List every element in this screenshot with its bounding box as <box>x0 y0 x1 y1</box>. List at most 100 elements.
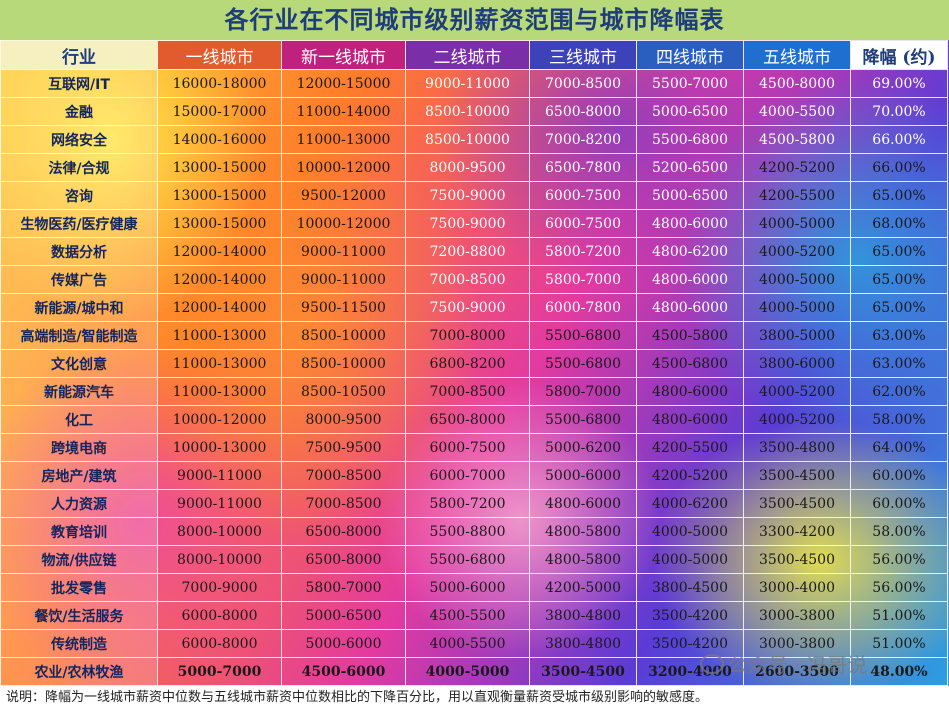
salary-cell: 3500-4500 <box>743 461 851 490</box>
industry-cell: 餐饮/生活服务 <box>0 601 158 630</box>
salary-cell: 4000-6200 <box>636 489 744 518</box>
salary-cell: 9000-11000 <box>281 265 406 294</box>
salary-cell: 12000-14000 <box>157 237 282 266</box>
table-row: 生物医药/医疗健康 13000-15000 10000-12000 7500-9000… <box>0 209 948 238</box>
salary-cell: 8500-10000 <box>405 125 530 154</box>
salary-cell: 10000-13000 <box>157 433 282 462</box>
salary-cell: 6000-8000 <box>157 629 282 658</box>
page-title: 各行业在不同城市级别薪资范围与城市降幅表 <box>0 0 949 40</box>
column-header: 降幅 (约) <box>850 40 948 70</box>
decline-cell: 64.00% <box>850 433 948 462</box>
salary-cell: 4800-5800 <box>529 545 637 574</box>
decline-cell: 51.00% <box>850 629 948 658</box>
salary-cell: 3500-4500 <box>743 489 851 518</box>
industry-cell: 传媒广告 <box>0 265 158 294</box>
salary-cell: 5000-6000 <box>281 629 406 658</box>
industry-cell: 新能源汽车 <box>0 377 158 406</box>
salary-cell: 4800-6000 <box>636 377 744 406</box>
salary-cell: 6000-8000 <box>157 601 282 630</box>
salary-cell: 6500-8000 <box>281 517 406 546</box>
salary-cell: 4500-6800 <box>636 349 744 378</box>
table-row: 文化创意 11000-13000 8500-10000 6800-8200 5500-6… <box>0 349 948 378</box>
table-row: 物流/供应链 8000-10000 6500-8000 5500-6800 4800-5… <box>0 545 948 574</box>
salary-cell: 8500-10000 <box>281 321 406 350</box>
industry-cell: 批发零售 <box>0 573 158 602</box>
salary-cell: 3800-4800 <box>529 601 637 630</box>
decline-cell: 70.00% <box>850 97 948 126</box>
salary-cell: 8500-10500 <box>281 377 406 406</box>
wechat-icon <box>700 654 724 674</box>
salary-cell: 4000-5000 <box>743 265 851 294</box>
salary-cell: 4500-5800 <box>743 125 851 154</box>
column-header: 二线城市 <box>405 40 530 70</box>
salary-cell: 4000-5200 <box>743 237 851 266</box>
salary-cell: 4000-5000 <box>405 657 530 686</box>
salary-cell: 6500-8000 <box>529 97 637 126</box>
salary-cell: 5800-7000 <box>529 265 637 294</box>
salary-cell: 4000-5200 <box>743 377 851 406</box>
salary-cell: 3000-4000 <box>743 573 851 602</box>
decline-cell: 65.00% <box>850 265 948 294</box>
salary-cell: 13000-15000 <box>157 181 282 210</box>
industry-cell: 跨境电商 <box>0 433 158 462</box>
salary-cell: 5500-6800 <box>636 125 744 154</box>
salary-cell: 4500-5500 <box>405 601 530 630</box>
salary-cell: 8500-10000 <box>405 97 530 126</box>
salary-cell: 9000-11000 <box>281 237 406 266</box>
table-row: 房地产/建筑 9000-11000 7000-8500 6000-7000 5000-6… <box>0 461 948 490</box>
salary-cell: 11000-13000 <box>157 321 282 350</box>
salary-cell: 4000-5000 <box>743 293 851 322</box>
salary-cell: 4200-5500 <box>743 181 851 210</box>
decline-cell: 62.00% <box>850 377 948 406</box>
salary-cell: 5200-6500 <box>636 153 744 182</box>
salary-cell: 3000-3800 <box>743 601 851 630</box>
salary-cell: 5000-6500 <box>636 97 744 126</box>
salary-cell: 4500-5800 <box>636 321 744 350</box>
table-row: 传统制造 6000-8000 5000-6000 4000-5500 3800-4800… <box>0 629 948 658</box>
salary-cell: 5800-7000 <box>529 377 637 406</box>
decline-cell: 65.00% <box>850 181 948 210</box>
salary-cell: 8000-9500 <box>281 405 406 434</box>
salary-cell: 9500-12000 <box>281 181 406 210</box>
salary-cell: 4800-6000 <box>636 405 744 434</box>
salary-cell: 4800-6000 <box>529 489 637 518</box>
industry-cell: 互联网/IT <box>0 69 158 98</box>
salary-cell: 4500-8000 <box>743 69 851 98</box>
salary-cell: 8000-10000 <box>157 545 282 574</box>
salary-cell: 4000-5000 <box>636 545 744 574</box>
decline-cell: 68.00% <box>850 209 948 238</box>
table-row: 网络安全 14000-16000 11000-13000 8500-10000 7000… <box>0 125 948 154</box>
salary-cell: 5500-6800 <box>405 545 530 574</box>
salary-cell: 9000-11000 <box>405 69 530 98</box>
salary-cell: 16000-18000 <box>157 69 282 98</box>
table-row: 餐饮/生活服务 6000-8000 5000-6500 4500-5500 3800-4… <box>0 601 948 630</box>
table-row: 教育培训 8000-10000 6500-8000 5500-8800 4800-580… <box>0 517 948 546</box>
column-header: 五线城市 <box>743 40 851 70</box>
salary-cell: 5500-6800 <box>529 349 637 378</box>
salary-cell: 12000-15000 <box>281 69 406 98</box>
salary-cell: 4800-6000 <box>636 209 744 238</box>
salary-cell: 7000-8000 <box>405 321 530 350</box>
industry-cell: 生物医药/医疗健康 <box>0 209 158 238</box>
salary-cell: 4200-5500 <box>636 433 744 462</box>
column-header: 一线城市 <box>157 40 282 70</box>
salary-cell: 7500-9000 <box>405 181 530 210</box>
table-body: 互联网/IT 16000-18000 12000-15000 9000-11000 70… <box>0 69 948 686</box>
salary-cell: 10000-12000 <box>157 405 282 434</box>
salary-cell: 5800-7200 <box>405 489 530 518</box>
salary-cell: 6000-7800 <box>529 293 637 322</box>
salary-cell: 10000-12000 <box>281 153 406 182</box>
salary-cell: 7000-8500 <box>529 69 637 98</box>
salary-cell: 5800-7000 <box>281 573 406 602</box>
industry-cell: 网络安全 <box>0 125 158 154</box>
industry-cell: 数据分析 <box>0 237 158 266</box>
industry-cell: 文化创意 <box>0 349 158 378</box>
salary-cell: 5000-6500 <box>636 181 744 210</box>
salary-cell: 14000-16000 <box>157 125 282 154</box>
industry-cell: 房地产/建筑 <box>0 461 158 490</box>
table-row: 新能源汽车 11000-13000 8500-10500 7000-8500 5800-… <box>0 377 948 406</box>
salary-cell: 5500-6800 <box>529 405 637 434</box>
salary-cell: 2600-3500 <box>743 657 851 686</box>
salary-cell: 3800-4500 <box>636 573 744 602</box>
column-header: 三线城市 <box>529 40 637 70</box>
